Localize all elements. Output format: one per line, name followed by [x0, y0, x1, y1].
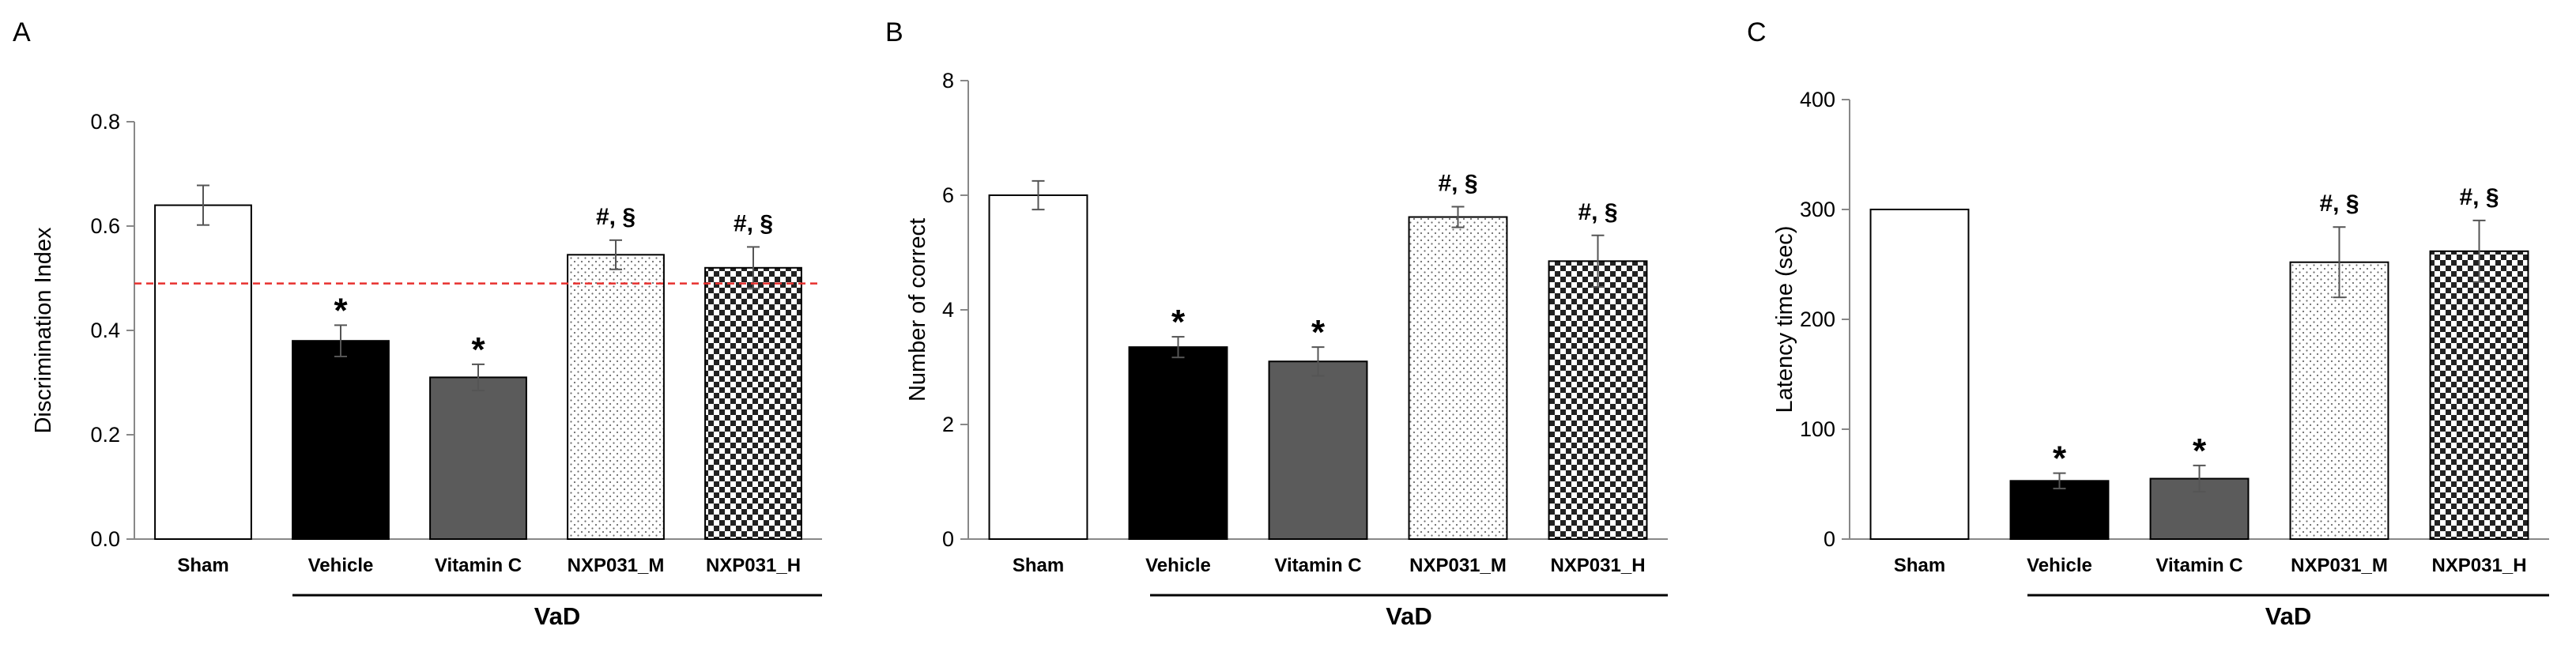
chart-panel-c: C Latency time (sec) 0 100 200 300 400 Sham * Veh…: [1747, 17, 2549, 630]
y-tick-label: 300: [1800, 198, 1835, 221]
group-label: VaD: [534, 602, 581, 630]
y-tick-label: 100: [1800, 417, 1835, 441]
category-label: NXP031_H: [706, 555, 801, 576]
category-label: NXP031_M: [568, 555, 665, 576]
bar-vehicle: [2009, 480, 2110, 541]
bar-nxp031-h: [1548, 260, 1648, 540]
y-tick-label: 0.6: [90, 214, 120, 238]
bar-sham: [154, 204, 252, 540]
category-label: NXP031_H: [1550, 555, 1645, 576]
bar-nxp031-m: [567, 254, 665, 540]
y-tick-label: 0.4: [90, 319, 120, 342]
significance-mark: *: [2053, 439, 2067, 478]
significance-mark: #, §: [596, 204, 636, 230]
y-tick-label: 0.0: [90, 527, 120, 551]
category-label: Vehicle: [308, 555, 374, 576]
y-axis-label: Latency time (sec): [1772, 226, 1797, 413]
significance-mark: #, §: [2319, 190, 2359, 217]
panel-letter: A: [13, 17, 31, 47]
significance-mark: *: [1171, 303, 1186, 341]
bar-nxp031-h: [704, 266, 802, 540]
y-axis-label: Number of correct: [905, 218, 930, 402]
y-tick-label: 200: [1800, 307, 1835, 331]
bar-vitamin-c: [429, 376, 527, 540]
significance-mark: #, §: [2459, 184, 2499, 210]
category-label: NXP031_H: [2431, 555, 2526, 576]
significance-mark: *: [334, 291, 348, 330]
chart-panel-b: B Number of correct 0 2 4 6 8 Sham * Vehicle * Vita…: [885, 17, 1668, 630]
bar-vehicle: [1128, 346, 1228, 540]
y-tick-label: 0.8: [90, 110, 120, 134]
y-tick-label: 8: [942, 69, 954, 92]
category-label: Vehicle: [1145, 555, 1211, 576]
y-tick-label: 6: [942, 183, 954, 207]
bar-vehicle: [292, 340, 390, 541]
bar-vitamin-c: [1268, 360, 1368, 540]
y-axis-label: Discrimination Index: [31, 227, 56, 434]
chart-panel-a: A Discrimination Index 0.0 0.2 0.4 0.6 0.8 Sham…: [13, 17, 822, 630]
significance-mark: #, §: [1438, 171, 1477, 197]
significance-mark: *: [471, 330, 485, 369]
y-tick-label: 4: [942, 298, 954, 322]
panel-letter: C: [1747, 17, 1767, 47]
bar-sham: [1869, 209, 1970, 540]
bar-nxp031-m: [1408, 216, 1508, 540]
group-label: VaD: [1386, 602, 1432, 630]
y-tick-label: 0.2: [90, 423, 120, 447]
bar-vitamin-c: [2149, 477, 2250, 540]
significance-mark: #, §: [1578, 199, 1617, 225]
panel-letter: B: [885, 17, 903, 47]
category-label: Sham: [1013, 555, 1064, 576]
y-tick-label: 0: [942, 527, 954, 551]
y-tick-label: 2: [942, 413, 954, 436]
category-label: NXP031_M: [1409, 555, 1507, 576]
category-label: Sham: [1894, 555, 1945, 576]
category-label: Vitamin C: [2155, 555, 2242, 576]
category-label: Vehicle: [2027, 555, 2092, 576]
significance-mark: #, §: [734, 210, 773, 236]
bar-nxp031-h: [2429, 250, 2529, 540]
significance-mark: *: [1311, 313, 1326, 352]
category-label: Vitamin C: [1274, 555, 1361, 576]
category-label: Vitamin C: [435, 555, 522, 576]
bar-nxp031-m: [2289, 261, 2389, 540]
significance-mark: *: [2193, 432, 2207, 470]
category-label: Sham: [177, 555, 228, 576]
bar-sham: [988, 194, 1088, 540]
category-label: NXP031_M: [2291, 555, 2388, 576]
y-tick-label: 400: [1800, 88, 1835, 111]
y-tick-label: 0: [1824, 527, 1835, 551]
group-label: VaD: [2265, 602, 2312, 630]
